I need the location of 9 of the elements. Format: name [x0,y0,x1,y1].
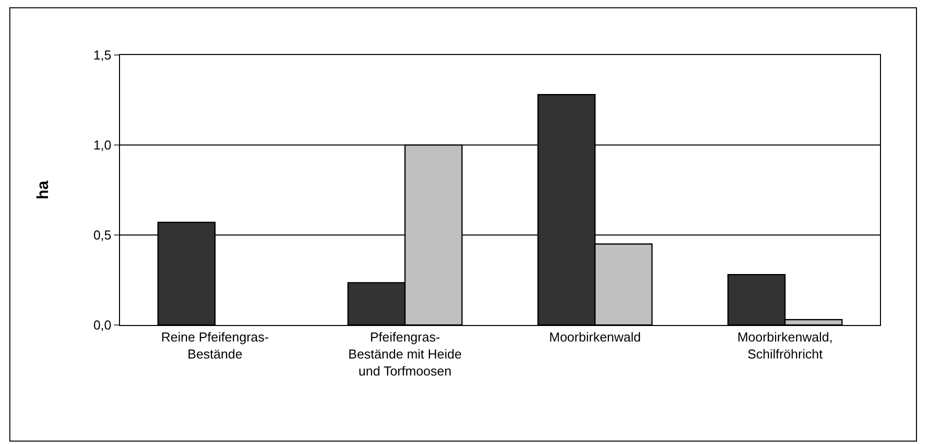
y-tick-label: 1,5 [93,48,112,63]
y-tick-label: 0,5 [93,228,112,243]
y-tick-label: 0,0 [93,318,112,333]
y-axis-title: ha [35,180,52,200]
y-tick-label: 1,0 [93,138,112,153]
x-tick-label: Reine Pfeifengras-Bestände [161,330,269,362]
x-tick-label: Pfeifengras-Bestände mit Heide und Torfmoosen [348,330,462,378]
x-tick-label: Moorbirkenwald, Schilfröhricht [737,330,833,362]
x-tick-label: Moorbirkenwald [549,330,641,345]
